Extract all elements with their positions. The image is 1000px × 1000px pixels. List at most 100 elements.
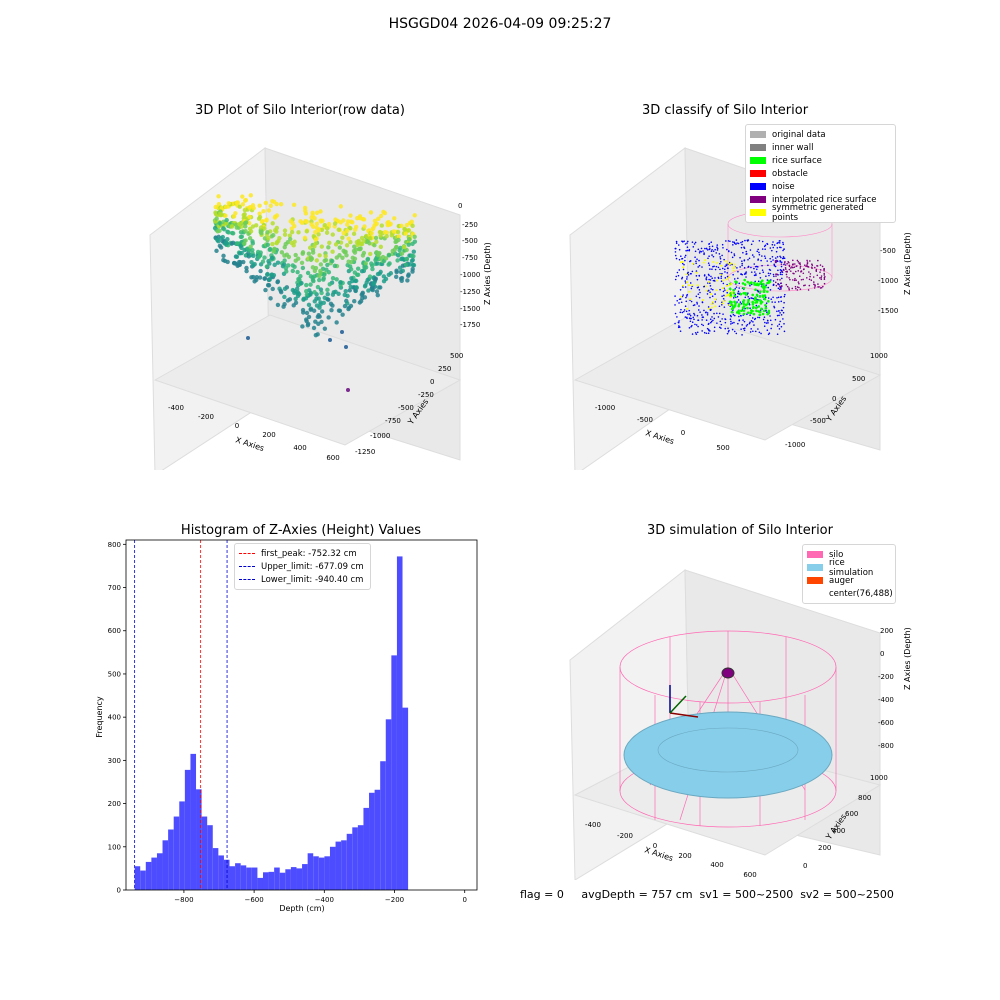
data-point <box>766 260 768 262</box>
data-point <box>251 253 256 258</box>
data-point <box>258 268 263 274</box>
data-point <box>723 258 725 261</box>
data-point <box>308 282 313 287</box>
data-point <box>282 301 287 307</box>
data-point <box>329 258 335 264</box>
data-point <box>271 272 277 278</box>
data-point <box>799 288 802 291</box>
data-point <box>750 271 753 273</box>
tick-label: 200 <box>880 627 893 635</box>
data-point <box>709 268 711 270</box>
data-point <box>723 268 726 271</box>
data-point <box>803 264 806 267</box>
data-point <box>697 293 700 295</box>
data-point <box>323 253 328 259</box>
data-point <box>272 262 277 268</box>
data-point <box>322 326 328 331</box>
data-point <box>755 283 758 287</box>
data-point <box>742 312 746 316</box>
y-tick-label: 800 <box>108 541 121 549</box>
data-point <box>247 205 252 210</box>
data-point <box>365 256 371 262</box>
data-point <box>760 300 764 304</box>
data-point <box>706 327 709 330</box>
data-point <box>707 257 709 260</box>
histogram-bar <box>346 833 353 890</box>
tick-label: 250 <box>438 365 451 373</box>
data-point <box>348 213 353 218</box>
data-point <box>265 242 271 247</box>
data-point <box>783 262 786 264</box>
data-point <box>808 284 811 287</box>
data-point <box>715 279 718 282</box>
data-point <box>776 314 779 317</box>
data-point <box>373 276 378 281</box>
data-point <box>685 295 688 297</box>
data-point <box>772 284 775 286</box>
panel2-x-ticks: -1000 -500 0 500 <box>595 404 730 452</box>
data-point <box>761 285 764 289</box>
data-point <box>774 261 777 264</box>
data-point <box>732 273 734 276</box>
data-point <box>678 248 681 251</box>
data-point <box>823 278 826 281</box>
data-point <box>244 265 249 271</box>
data-point <box>399 223 404 229</box>
data-point <box>703 309 705 312</box>
data-point <box>780 269 783 272</box>
data-point <box>400 268 406 274</box>
data-point <box>743 283 747 286</box>
data-point <box>352 270 358 275</box>
data-point <box>764 285 767 289</box>
data-point <box>740 246 743 249</box>
data-point <box>369 261 374 266</box>
data-point <box>751 293 755 297</box>
data-point <box>304 229 309 234</box>
data-point <box>765 275 767 278</box>
tick-label: -200 <box>878 673 894 681</box>
data-point <box>714 268 717 271</box>
data-point <box>715 289 718 292</box>
data-point <box>402 244 407 250</box>
data-point <box>300 307 306 313</box>
data-point <box>682 268 685 271</box>
data-point <box>306 321 311 327</box>
data-point <box>694 323 696 326</box>
legend-label: auger <box>829 575 854 586</box>
data-point <box>704 259 707 262</box>
histogram-bar <box>335 841 342 890</box>
data-point <box>340 235 345 240</box>
data-point <box>710 308 712 311</box>
data-point <box>697 266 699 268</box>
data-point <box>730 282 733 285</box>
data-point <box>224 241 230 246</box>
data-point <box>730 303 734 307</box>
data-point <box>781 277 783 280</box>
tick-label: 400 <box>293 444 306 452</box>
legend-item: rice surface <box>750 154 891 167</box>
data-point <box>377 250 382 256</box>
data-point <box>351 231 357 237</box>
data-point <box>764 303 767 307</box>
data-point <box>407 262 413 267</box>
data-point <box>229 224 235 229</box>
data-point <box>813 283 815 286</box>
histogram-bar <box>391 655 397 890</box>
panel4-3d-plot: -400 -200 0 200 400 600 X Axies 1000 800… <box>569 568 912 880</box>
data-point <box>282 253 287 258</box>
data-point <box>296 230 301 235</box>
data-point <box>776 283 779 285</box>
data-point <box>304 219 310 224</box>
data-point <box>223 204 229 210</box>
data-point <box>764 321 766 324</box>
data-point <box>716 322 718 324</box>
data-point <box>695 295 698 298</box>
tick-label: 1000 <box>870 352 888 360</box>
histogram-bar <box>251 867 258 890</box>
data-point <box>798 275 801 278</box>
data-point <box>780 285 783 287</box>
data-point <box>749 307 751 310</box>
data-point <box>695 271 698 274</box>
data-point <box>784 267 787 269</box>
data-point <box>708 245 711 248</box>
